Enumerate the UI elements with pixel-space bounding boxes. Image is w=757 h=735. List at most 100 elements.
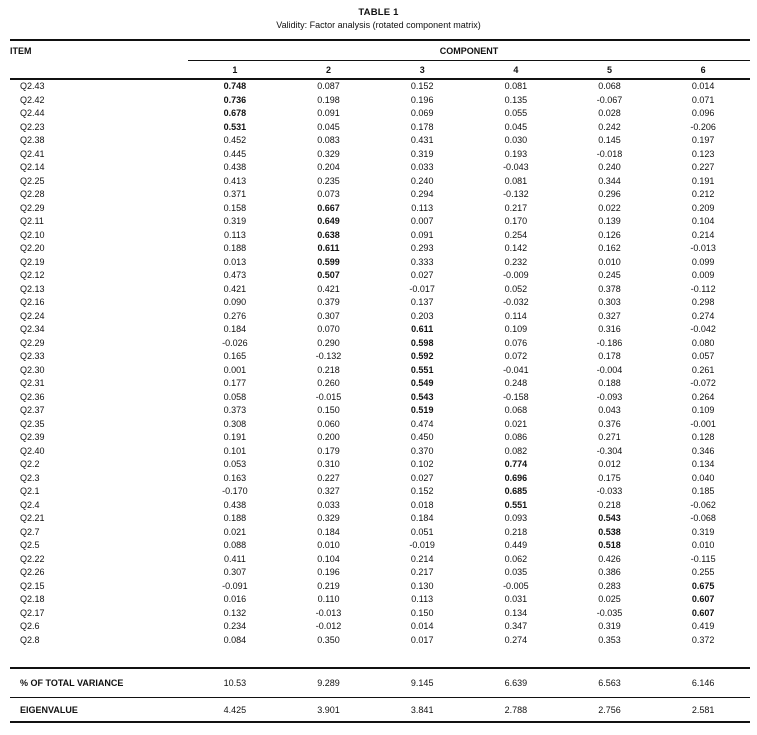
table-row: Q2.12 0.473 0.507 0.027 -0.009 0.245 0.009 — [10, 269, 750, 283]
loading-value: 0.191 — [691, 175, 715, 186]
loading-value: 0.261 — [691, 364, 715, 375]
loading-value: 0.014 — [410, 621, 434, 631]
loading-value: -0.068 — [690, 513, 716, 523]
item-label: Q2.17 — [20, 607, 45, 618]
loading-value: 0.319 — [223, 216, 247, 226]
loading-value: 0.347 — [504, 621, 528, 631]
loading-value: -0.093 — [596, 391, 623, 402]
footer-value: 9.289 — [281, 668, 376, 698]
table-row: Q2.41 0.445 0.329 0.319 0.193 -0.018 0.123 — [10, 148, 750, 162]
component-group-header: COMPONENT — [188, 39, 750, 61]
item-label: Q2.6 — [20, 621, 40, 631]
footer-value: 3.901 — [281, 697, 376, 723]
loading-value: 0.371 — [223, 189, 247, 199]
item-label: Q2.1 — [20, 486, 40, 496]
title-block: TABLE 1 Validity: Factor analysis (rotat… — [10, 4, 747, 31]
table-row: Q2.2 0.053 0.310 0.102 0.774 0.012 0.134 — [10, 458, 750, 472]
loading-value: 0.027 — [410, 472, 434, 483]
loading-value: 0.450 — [410, 432, 434, 442]
loading-value: 0.132 — [223, 607, 247, 618]
item-label: Q2.35 — [20, 418, 45, 429]
loading-value: 0.080 — [691, 337, 715, 348]
item-label: Q2.36 — [20, 391, 45, 402]
loading-value: 0.217 — [504, 202, 528, 213]
loading-value: 0.219 — [317, 580, 340, 591]
loading-value: 0.076 — [504, 337, 528, 348]
loading-value: 0.068 — [504, 405, 528, 415]
loading-value: 0.113 — [411, 202, 434, 213]
variance-row: % OF TOTAL VARIANCE 10.53 9.289 9.145 6.639 6… — [10, 668, 750, 698]
item-label: Q2.11 — [20, 216, 44, 226]
loading-value: 0.009 — [691, 270, 715, 280]
loading-value: 0.043 — [598, 405, 621, 415]
loading-value: -0.132 — [503, 189, 529, 199]
loading-value: 0.191 — [223, 432, 247, 442]
loading-value: -0.032 — [503, 297, 529, 307]
item-label: Q2.26 — [20, 567, 45, 577]
loading-value: 0.379 — [317, 297, 340, 307]
loading-value: 0.316 — [598, 324, 621, 334]
loading-value: 0.081 — [504, 81, 528, 91]
loading-value: 0.685 — [504, 486, 528, 496]
table-row: Q2.11 0.319 0.649 0.007 0.170 0.139 0.104 — [10, 215, 750, 229]
loading-value: 0.245 — [598, 270, 621, 280]
loading-value: 0.010 — [317, 540, 340, 550]
item-label: Q2.42 — [20, 94, 45, 105]
loading-value: 0.053 — [223, 459, 247, 469]
loading-value: 0.611 — [317, 243, 340, 253]
item-label: Q2.18 — [20, 594, 45, 604]
item-label: Q2.24 — [20, 310, 45, 321]
loading-value: 0.319 — [410, 148, 434, 159]
item-label: Q2.3 — [20, 472, 40, 483]
table-row: Q2.21 0.188 0.329 0.184 0.093 0.543 -0.068 — [10, 512, 750, 526]
loading-value: -0.012 — [315, 621, 342, 631]
loading-value: 0.184 — [317, 526, 340, 537]
loading-value: 0.017 — [410, 634, 434, 645]
loading-value: -0.115 — [690, 553, 716, 564]
loading-value: 0.307 — [317, 310, 340, 321]
loading-value: 0.086 — [504, 432, 528, 442]
loading-value: 0.010 — [691, 540, 715, 550]
table-row: Q2.29 0.158 0.667 0.113 0.217 0.022 0.209 — [10, 202, 750, 216]
table-row: Q2.40 0.101 0.179 0.370 0.082 -0.304 0.346 — [10, 445, 750, 459]
loading-value: 0.090 — [223, 297, 247, 307]
loading-value: 0.376 — [598, 418, 621, 429]
loading-value: 0.130 — [410, 580, 434, 591]
loading-value: 0.551 — [504, 499, 528, 510]
item-label: Q2.31 — [20, 378, 45, 388]
table-row: Q2.30 0.001 0.218 0.551 -0.041 -0.004 0.261 — [10, 364, 750, 378]
loading-value: 0.200 — [317, 432, 340, 442]
header-row-numbers: 1 2 3 4 5 6 — [10, 60, 750, 80]
item-label: Q2.7 — [20, 526, 40, 537]
table-row: Q2.18 0.016 0.110 0.113 0.031 0.025 0.607 — [10, 593, 750, 607]
loading-value: 0.013 — [223, 256, 247, 267]
loading-value: 0.386 — [598, 567, 621, 577]
loading-value: 0.031 — [504, 594, 528, 604]
item-label: Q2.40 — [20, 445, 45, 456]
loading-value: 0.018 — [410, 499, 434, 510]
loading-value: 0.452 — [223, 135, 247, 145]
table-subtitle: Validity: Factor analysis (rotated compo… — [276, 20, 481, 30]
loading-value: 0.373 — [223, 405, 247, 415]
loading-value: 0.045 — [317, 121, 340, 132]
loading-value: 0.082 — [504, 445, 528, 456]
item-label: Q2.44 — [20, 108, 45, 118]
loading-value: -0.001 — [690, 418, 716, 429]
loading-value: 0.113 — [411, 594, 434, 604]
loading-value: 0.538 — [598, 526, 621, 537]
loading-value: 0.531 — [223, 121, 247, 132]
table-footer: % OF TOTAL VARIANCE 10.53 9.289 9.145 6.639 6… — [10, 668, 750, 723]
item-label: Q2.13 — [20, 283, 45, 294]
loading-value: -0.132 — [315, 351, 342, 361]
loading-value: -0.042 — [690, 324, 716, 334]
loading-value: 0.083 — [317, 135, 340, 145]
loading-value: 0.022 — [598, 202, 621, 213]
loading-value: 0.179 — [317, 445, 340, 456]
table-body: Q2.43 0.748 0.087 0.152 0.081 0.068 0.014 Q2.42… — [10, 79, 750, 669]
loading-value: 0.293 — [410, 243, 434, 253]
footer-value: 6.639 — [469, 668, 563, 698]
loading-value: 0.507 — [317, 270, 340, 280]
loading-value: 0.101 — [223, 445, 247, 456]
footer-value: 9.145 — [375, 668, 470, 698]
